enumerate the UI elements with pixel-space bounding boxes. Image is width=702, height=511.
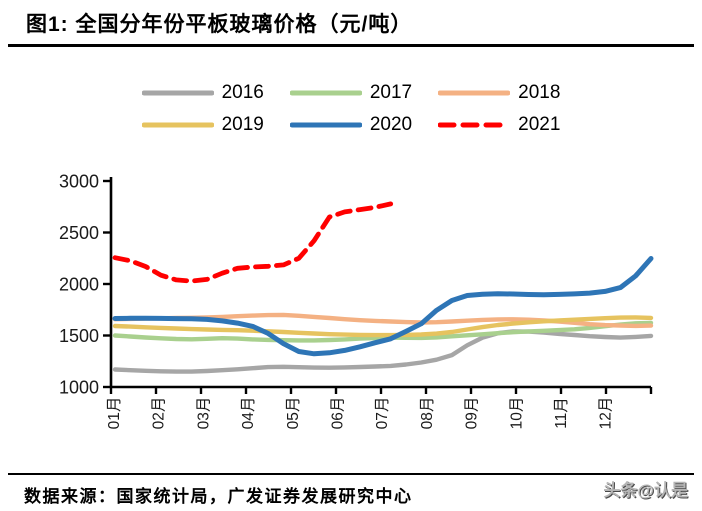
x-tick-label: 10月 — [508, 397, 525, 430]
x-tick-label: 06月 — [330, 397, 347, 430]
y-tick-label: 1000 — [59, 378, 99, 398]
legend-item-2016: 2016 — [141, 82, 264, 104]
y-tick-label: 2000 — [59, 275, 99, 295]
y-tick-label: 2500 — [59, 223, 99, 243]
legend-swatch-2019 — [141, 122, 214, 128]
legend-row-1: 2016 2017 2018 — [141, 82, 560, 104]
x-tick-label: 01月 — [106, 397, 123, 430]
legend-item-2018: 2018 — [438, 82, 560, 104]
watermark: 头条@认是 — [603, 481, 688, 500]
legend-label-2020: 2020 — [369, 114, 413, 135]
chart-canvas: 1000 1500 2000 2500 3000 01月 02月 03月 04月 05月 06月 07… — [59, 172, 654, 430]
line-chart: 1000 1500 2000 2500 3000 01月 02月 03月 04月 05月 06月 07… — [0, 155, 702, 467]
figure-title: 图1: 全国分年份平板玻璃价格（元/吨） — [26, 13, 413, 36]
y-tick-label: 1500 — [59, 326, 99, 346]
data-source-note: 数据来源：国家统计局，广发证券发展研究中心 — [24, 487, 413, 506]
x-tick-label: 09月 — [464, 397, 481, 430]
title-underline — [8, 44, 694, 47]
chart-legend: 2016 2017 2018 2019 2020 2021 — [0, 82, 702, 136]
x-tick-label: 05月 — [285, 397, 302, 430]
legend-item-2021: 2021 — [438, 114, 560, 136]
legend-label-2021: 2021 — [518, 114, 561, 135]
legend-swatch-2016 — [141, 90, 214, 96]
series-line-2020 — [112, 256, 654, 357]
legend-item-2019: 2019 — [141, 114, 264, 136]
legend-item-2020: 2020 — [289, 114, 413, 136]
series-line-2017 — [112, 320, 654, 343]
x-tick-label: 07月 — [374, 397, 391, 430]
legend-label-2019: 2019 — [221, 114, 264, 135]
series-line-2016 — [112, 329, 654, 374]
legend-swatch-2021 — [438, 122, 511, 128]
x-tick-label: 08月 — [419, 397, 436, 430]
x-tick-label: 11月 — [553, 397, 570, 429]
legend-swatch-2017 — [289, 90, 362, 96]
legend-swatch-2020 — [289, 122, 362, 128]
legend-label-2016: 2016 — [221, 82, 264, 103]
legend-swatch-2018 — [438, 90, 511, 96]
legend-label-2018: 2018 — [518, 82, 561, 103]
x-tick-label: 03月 — [195, 397, 212, 430]
y-tick-label: 3000 — [59, 172, 99, 192]
legend-label-2017: 2017 — [369, 82, 413, 103]
series-line-2021 — [112, 201, 394, 284]
legend-row-2: 2019 2020 2021 — [141, 114, 560, 136]
footer-divider — [8, 473, 694, 475]
x-tick-label: 02月 — [151, 397, 168, 430]
legend-item-2017: 2017 — [289, 82, 413, 104]
x-tick-label: 04月 — [240, 397, 257, 430]
x-tick-label: 12月 — [598, 397, 615, 430]
series-line-2019 — [112, 315, 654, 338]
